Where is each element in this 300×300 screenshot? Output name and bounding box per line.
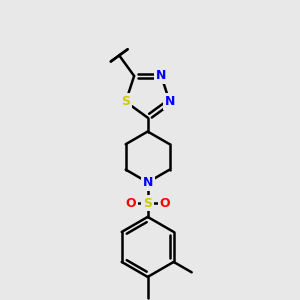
Text: S: S	[121, 95, 130, 108]
Text: N: N	[164, 95, 175, 108]
Text: N: N	[156, 69, 166, 82]
Text: S: S	[143, 196, 152, 210]
Text: O: O	[125, 196, 136, 210]
Text: N: N	[142, 176, 153, 189]
Text: O: O	[160, 196, 170, 210]
